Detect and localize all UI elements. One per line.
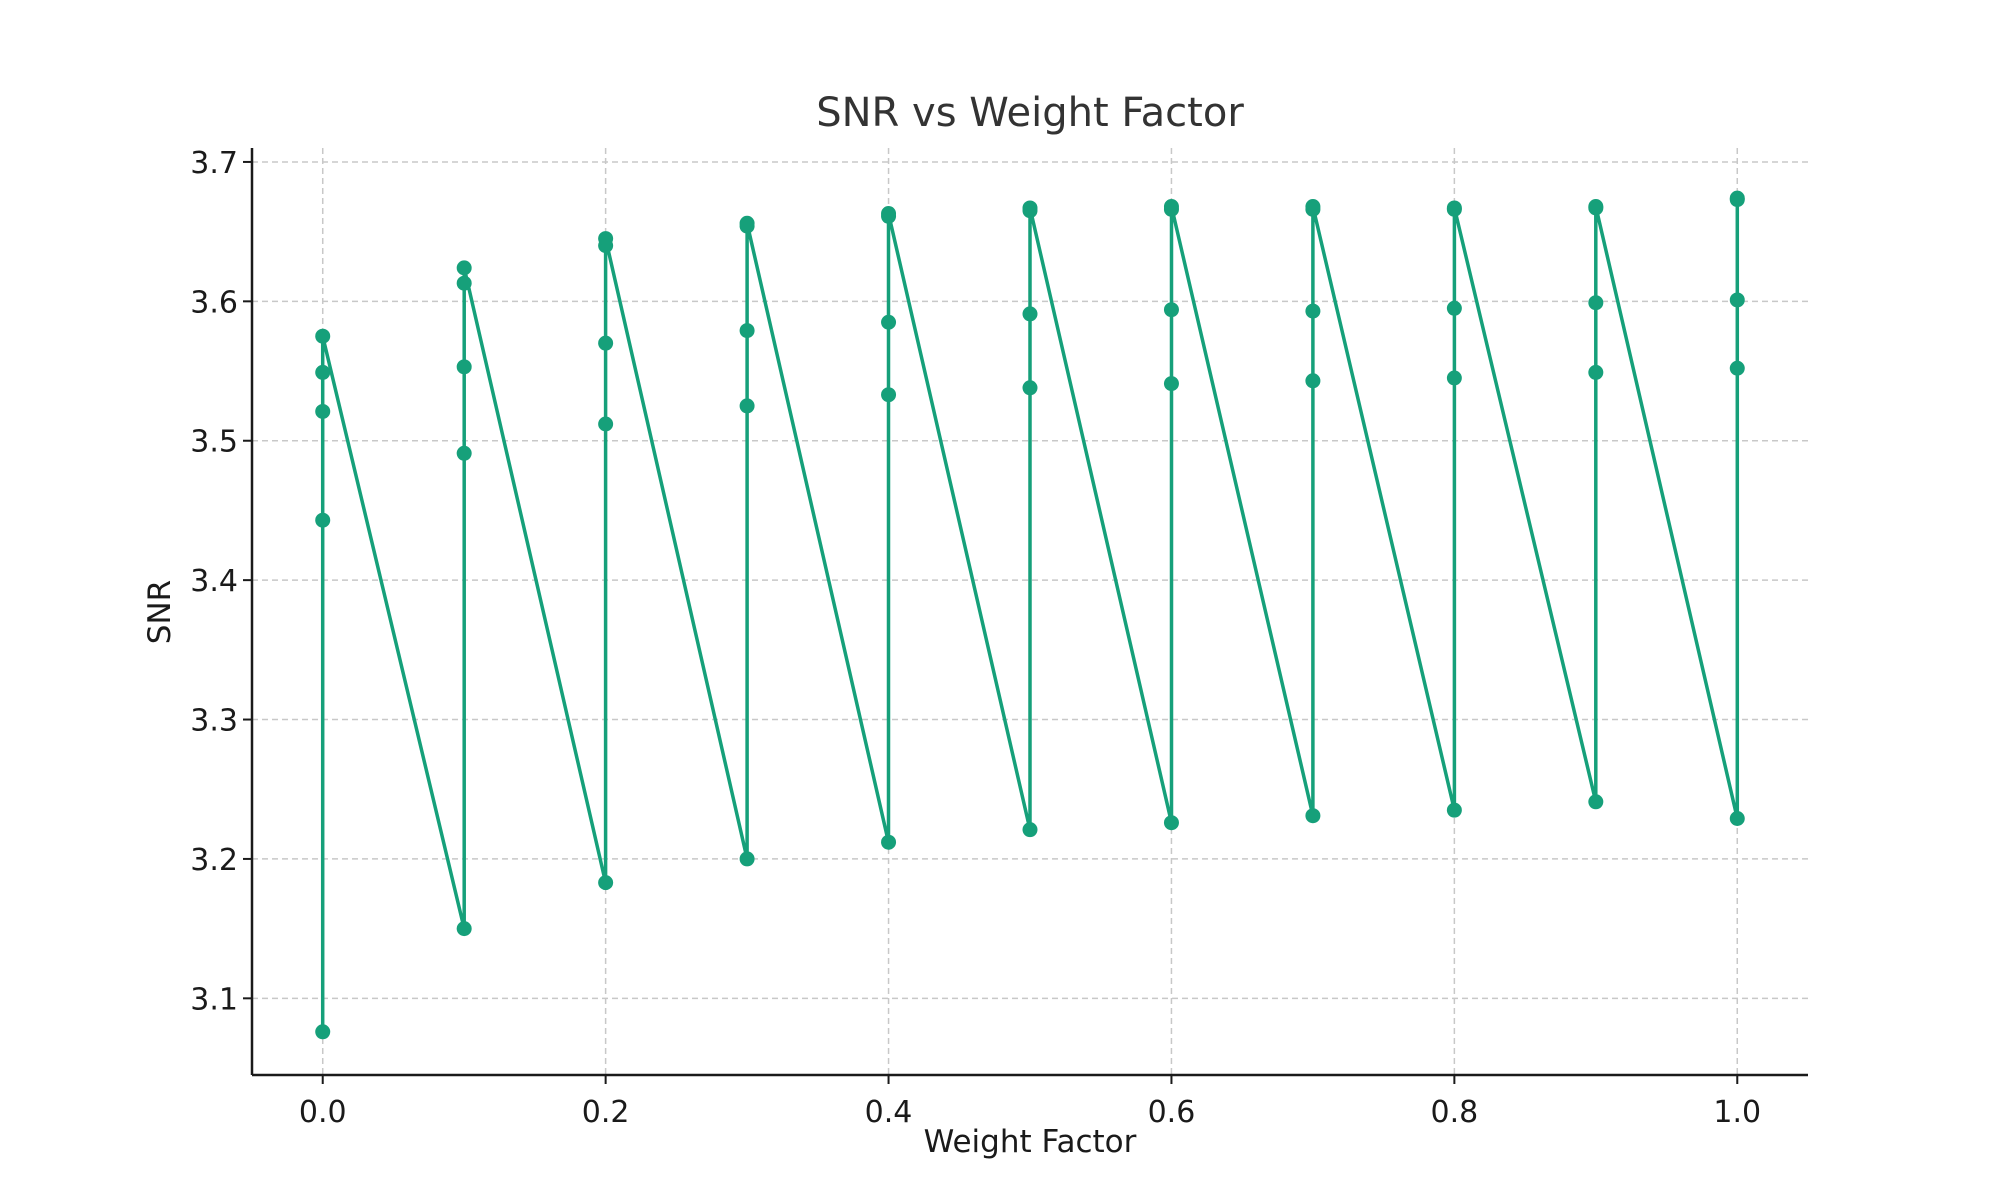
data-point: [1163, 815, 1179, 831]
data-point: [315, 403, 331, 419]
data-point: [1163, 199, 1179, 215]
y-tick-label: 3.1: [190, 982, 238, 1017]
data-point: [881, 387, 897, 403]
x-tick-label: 0.6: [1148, 1095, 1196, 1130]
data-point: [315, 1024, 331, 1040]
data-point: [1729, 811, 1745, 827]
x-axis-label: Weight Factor: [924, 1124, 1137, 1160]
data-point: [739, 215, 755, 231]
x-tick-label: 0.2: [582, 1095, 630, 1130]
data-point: [1305, 808, 1321, 824]
data-point: [1729, 360, 1745, 376]
data-point: [1446, 200, 1462, 216]
data-point: [1022, 822, 1038, 838]
data-point: [739, 398, 755, 414]
data-point: [1305, 303, 1321, 319]
series-points: [315, 190, 1745, 1040]
data-point: [1305, 373, 1321, 389]
data-point: [456, 275, 472, 291]
data-point: [881, 314, 897, 330]
data-point: [1305, 199, 1321, 215]
x-tick-label: 0.8: [1431, 1095, 1479, 1130]
y-tick-label: 3.4: [190, 564, 238, 599]
y-tick-label: 3.3: [190, 704, 238, 739]
data-point: [456, 260, 472, 276]
series-line-path: [320, 197, 1740, 1032]
axes: [250, 148, 1808, 1077]
data-point: [1163, 302, 1179, 318]
data-point: [598, 231, 614, 247]
data-point: [598, 335, 614, 351]
data-point: [1022, 380, 1038, 396]
data-point: [456, 445, 472, 461]
data-point: [315, 364, 331, 380]
data-point: [598, 875, 614, 891]
chart-title: SNR vs Weight Factor: [816, 90, 1244, 136]
y-tick-label: 3.2: [190, 843, 238, 878]
data-point: [1588, 364, 1604, 380]
data-point: [456, 921, 472, 937]
data-point: [739, 323, 755, 339]
y-tick-label: 3.6: [190, 285, 238, 320]
x-tick-label: 0.4: [865, 1095, 913, 1130]
data-point: [739, 851, 755, 867]
data-point: [1163, 376, 1179, 392]
data-point: [1588, 199, 1604, 215]
x-tick-label: 1.0: [1713, 1095, 1761, 1130]
x-axis-ticks: 0.0 0.2 0.4 0.6 0.8 1.0: [299, 1075, 1761, 1130]
y-axis-label: SNR: [142, 580, 178, 644]
data-point: [1588, 295, 1604, 311]
data-point: [1729, 190, 1745, 206]
data-point: [598, 416, 614, 432]
data-point: [315, 512, 331, 528]
series-line: [320, 197, 1740, 1032]
y-tick-label: 3.5: [190, 425, 238, 460]
data-point: [456, 359, 472, 375]
x-tick-label: 0.0: [299, 1095, 347, 1130]
data-point: [1446, 802, 1462, 818]
y-axis-ticks: 3.1 3.2 3.3 3.4 3.5 3.6 3.7: [190, 146, 252, 1017]
data-point: [881, 206, 897, 222]
data-point: [1022, 200, 1038, 216]
data-point: [1022, 306, 1038, 322]
data-point: [1446, 370, 1462, 386]
data-point: [315, 328, 331, 344]
data-point: [1446, 300, 1462, 316]
data-point: [881, 834, 897, 850]
data-point: [1729, 292, 1745, 308]
y-tick-label: 3.7: [190, 146, 238, 181]
data-point: [1588, 794, 1604, 810]
